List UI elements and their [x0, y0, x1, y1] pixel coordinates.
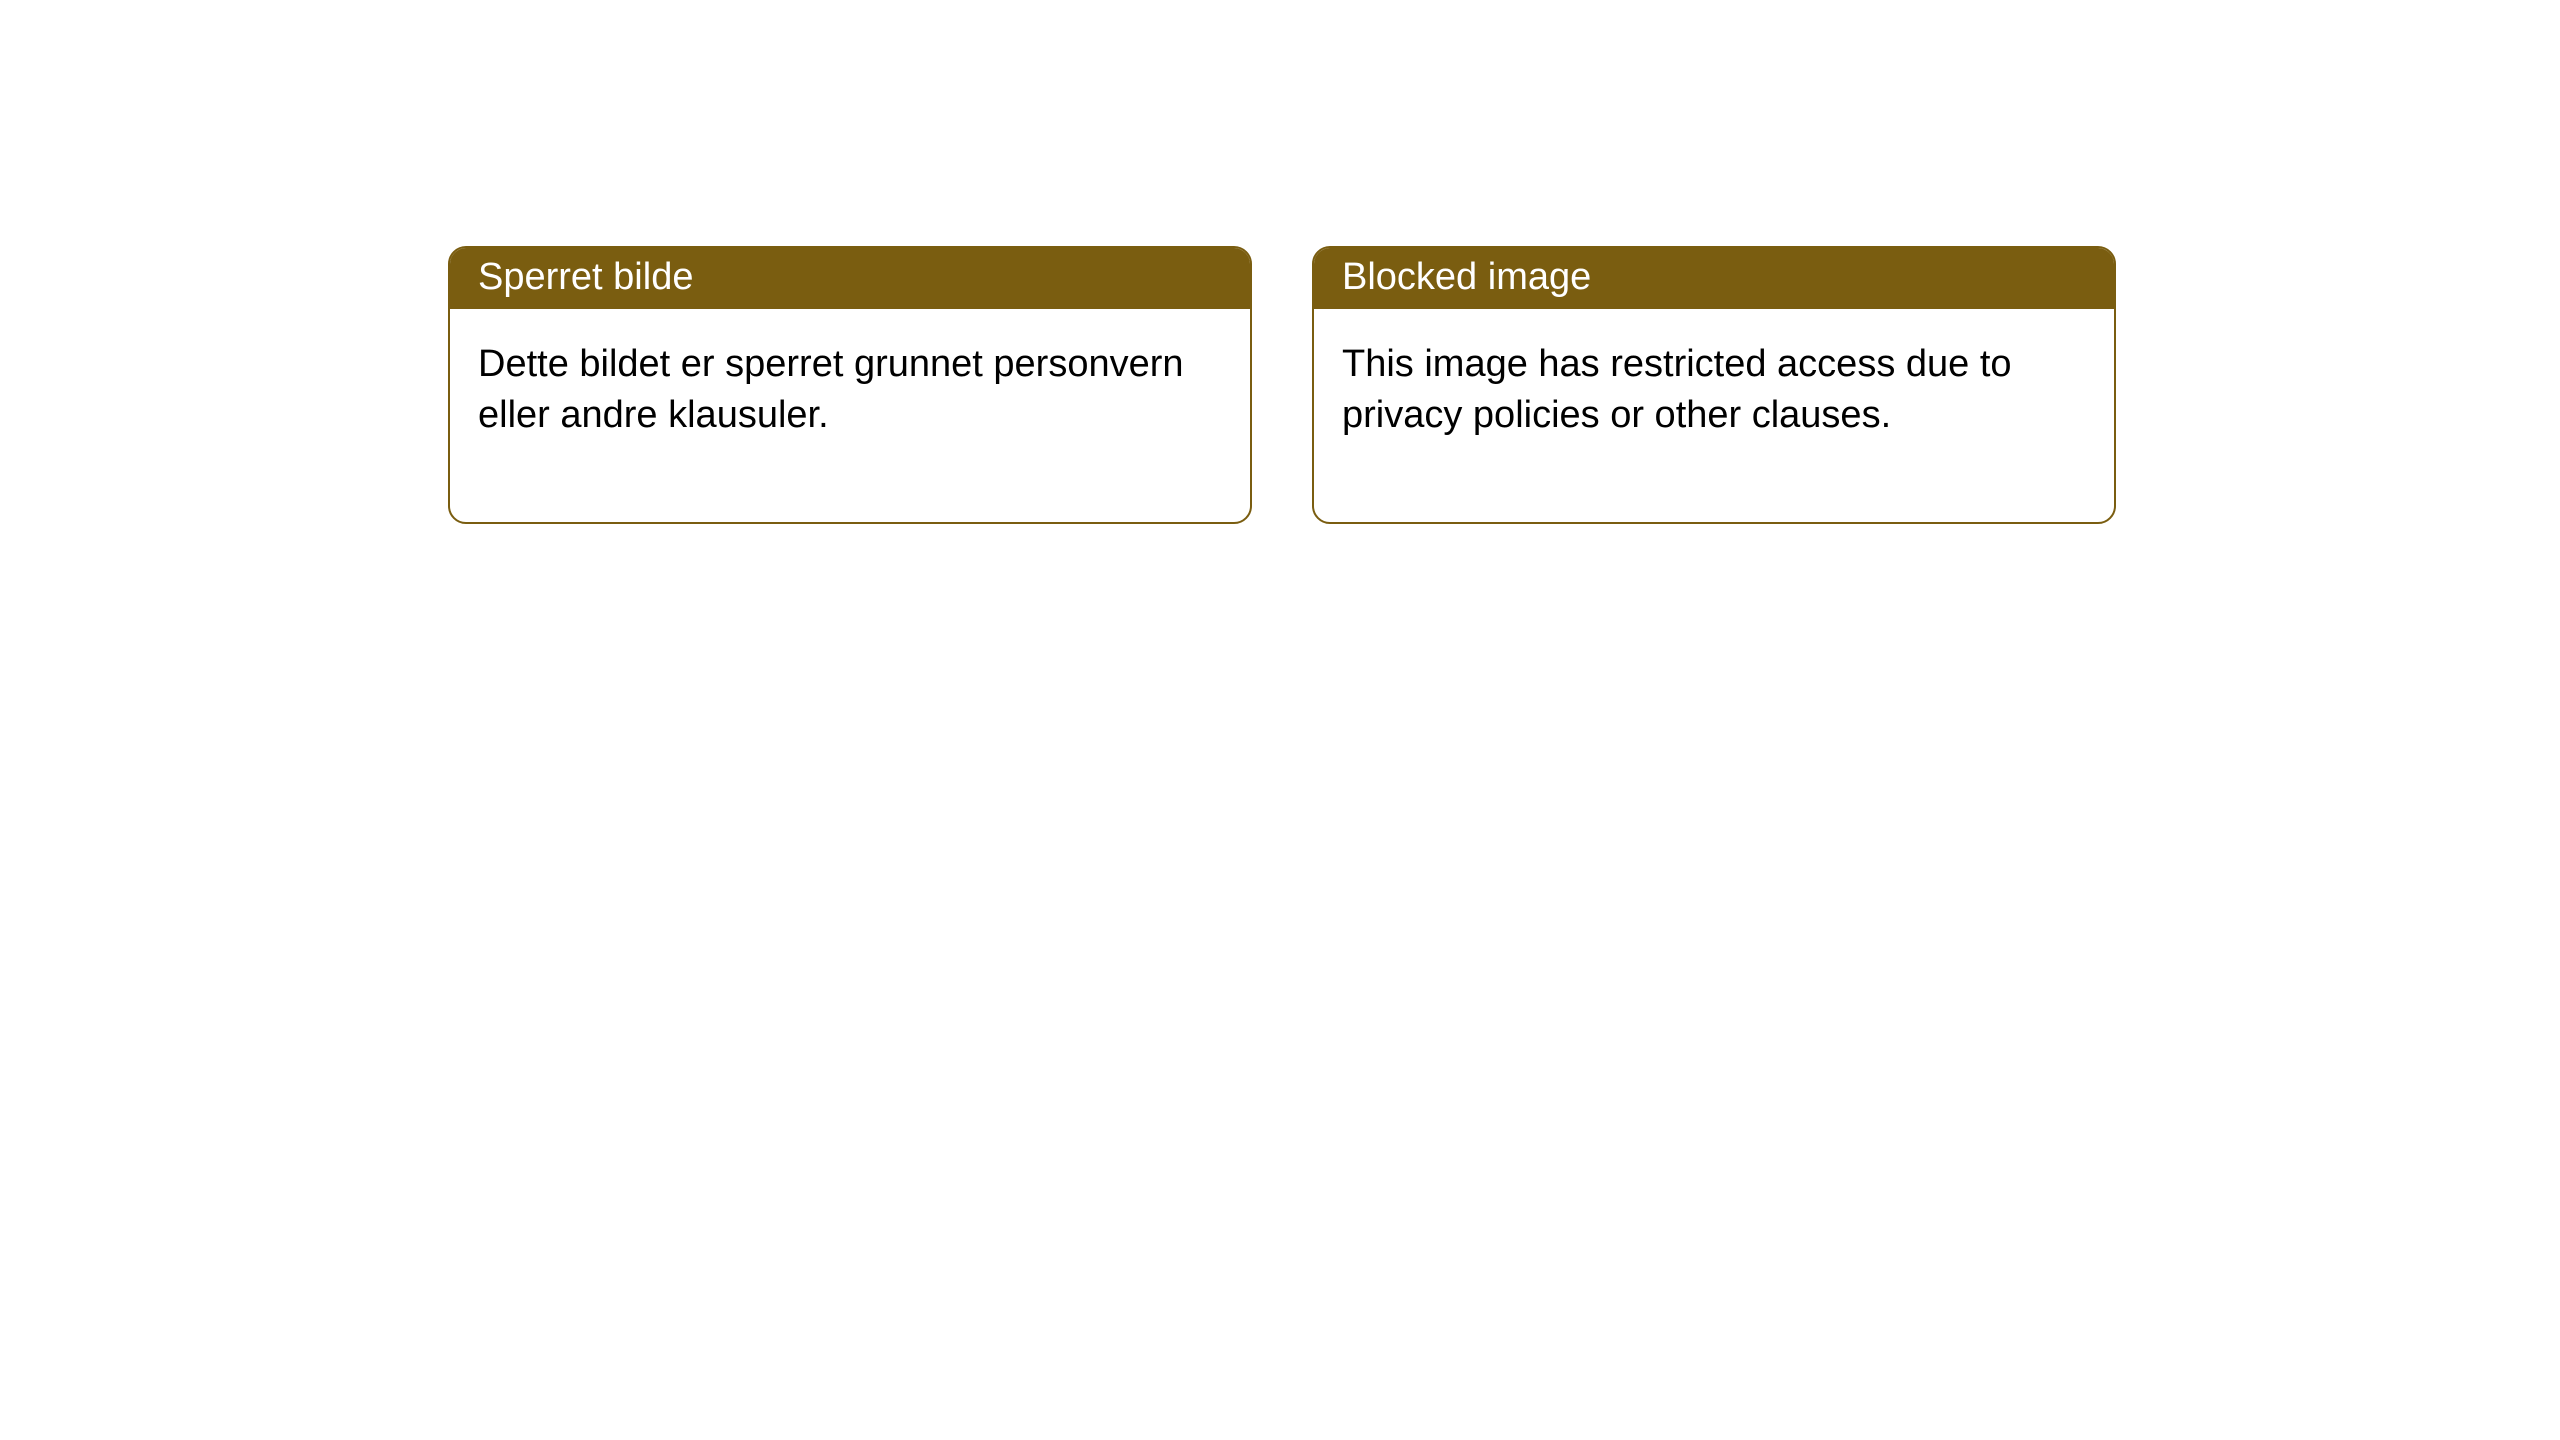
- notice-box-norwegian: Sperret bilde Dette bildet er sperret gr…: [448, 246, 1252, 524]
- notice-container: Sperret bilde Dette bildet er sperret gr…: [0, 0, 2560, 524]
- notice-body-norwegian: Dette bildet er sperret grunnet personve…: [450, 309, 1250, 522]
- notice-box-english: Blocked image This image has restricted …: [1312, 246, 2116, 524]
- notice-body-english: This image has restricted access due to …: [1314, 309, 2114, 522]
- notice-title-english: Blocked image: [1314, 248, 2114, 309]
- notice-title-norwegian: Sperret bilde: [450, 248, 1250, 309]
